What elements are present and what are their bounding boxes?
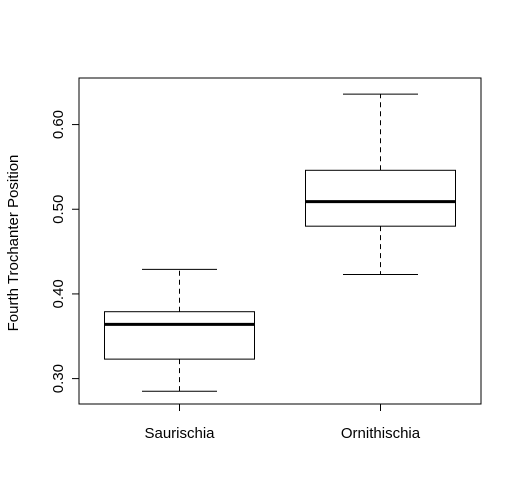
iqr-box	[104, 311, 255, 360]
x-tick-label-ornithischia: Ornithischia	[341, 425, 421, 442]
iqr-box	[305, 169, 456, 227]
x-axis: Saurischia Ornithischia	[144, 404, 421, 442]
x-tick-label-saurischia: Saurischia	[144, 425, 215, 442]
y-tick-label: 0.60	[50, 110, 67, 139]
y-axis: 0.30 0.40 0.50 0.60	[50, 110, 80, 393]
y-tick-label: 0.30	[50, 364, 67, 393]
box-saurischia	[104, 268, 255, 392]
plot-frame	[78, 77, 482, 405]
y-tick-label: 0.40	[50, 279, 67, 308]
y-tick-label: 0.50	[50, 195, 67, 224]
boxes	[104, 93, 456, 392]
y-axis-label: Fourth Trochanter Position	[5, 155, 22, 332]
box-ornithischia	[305, 93, 456, 275]
